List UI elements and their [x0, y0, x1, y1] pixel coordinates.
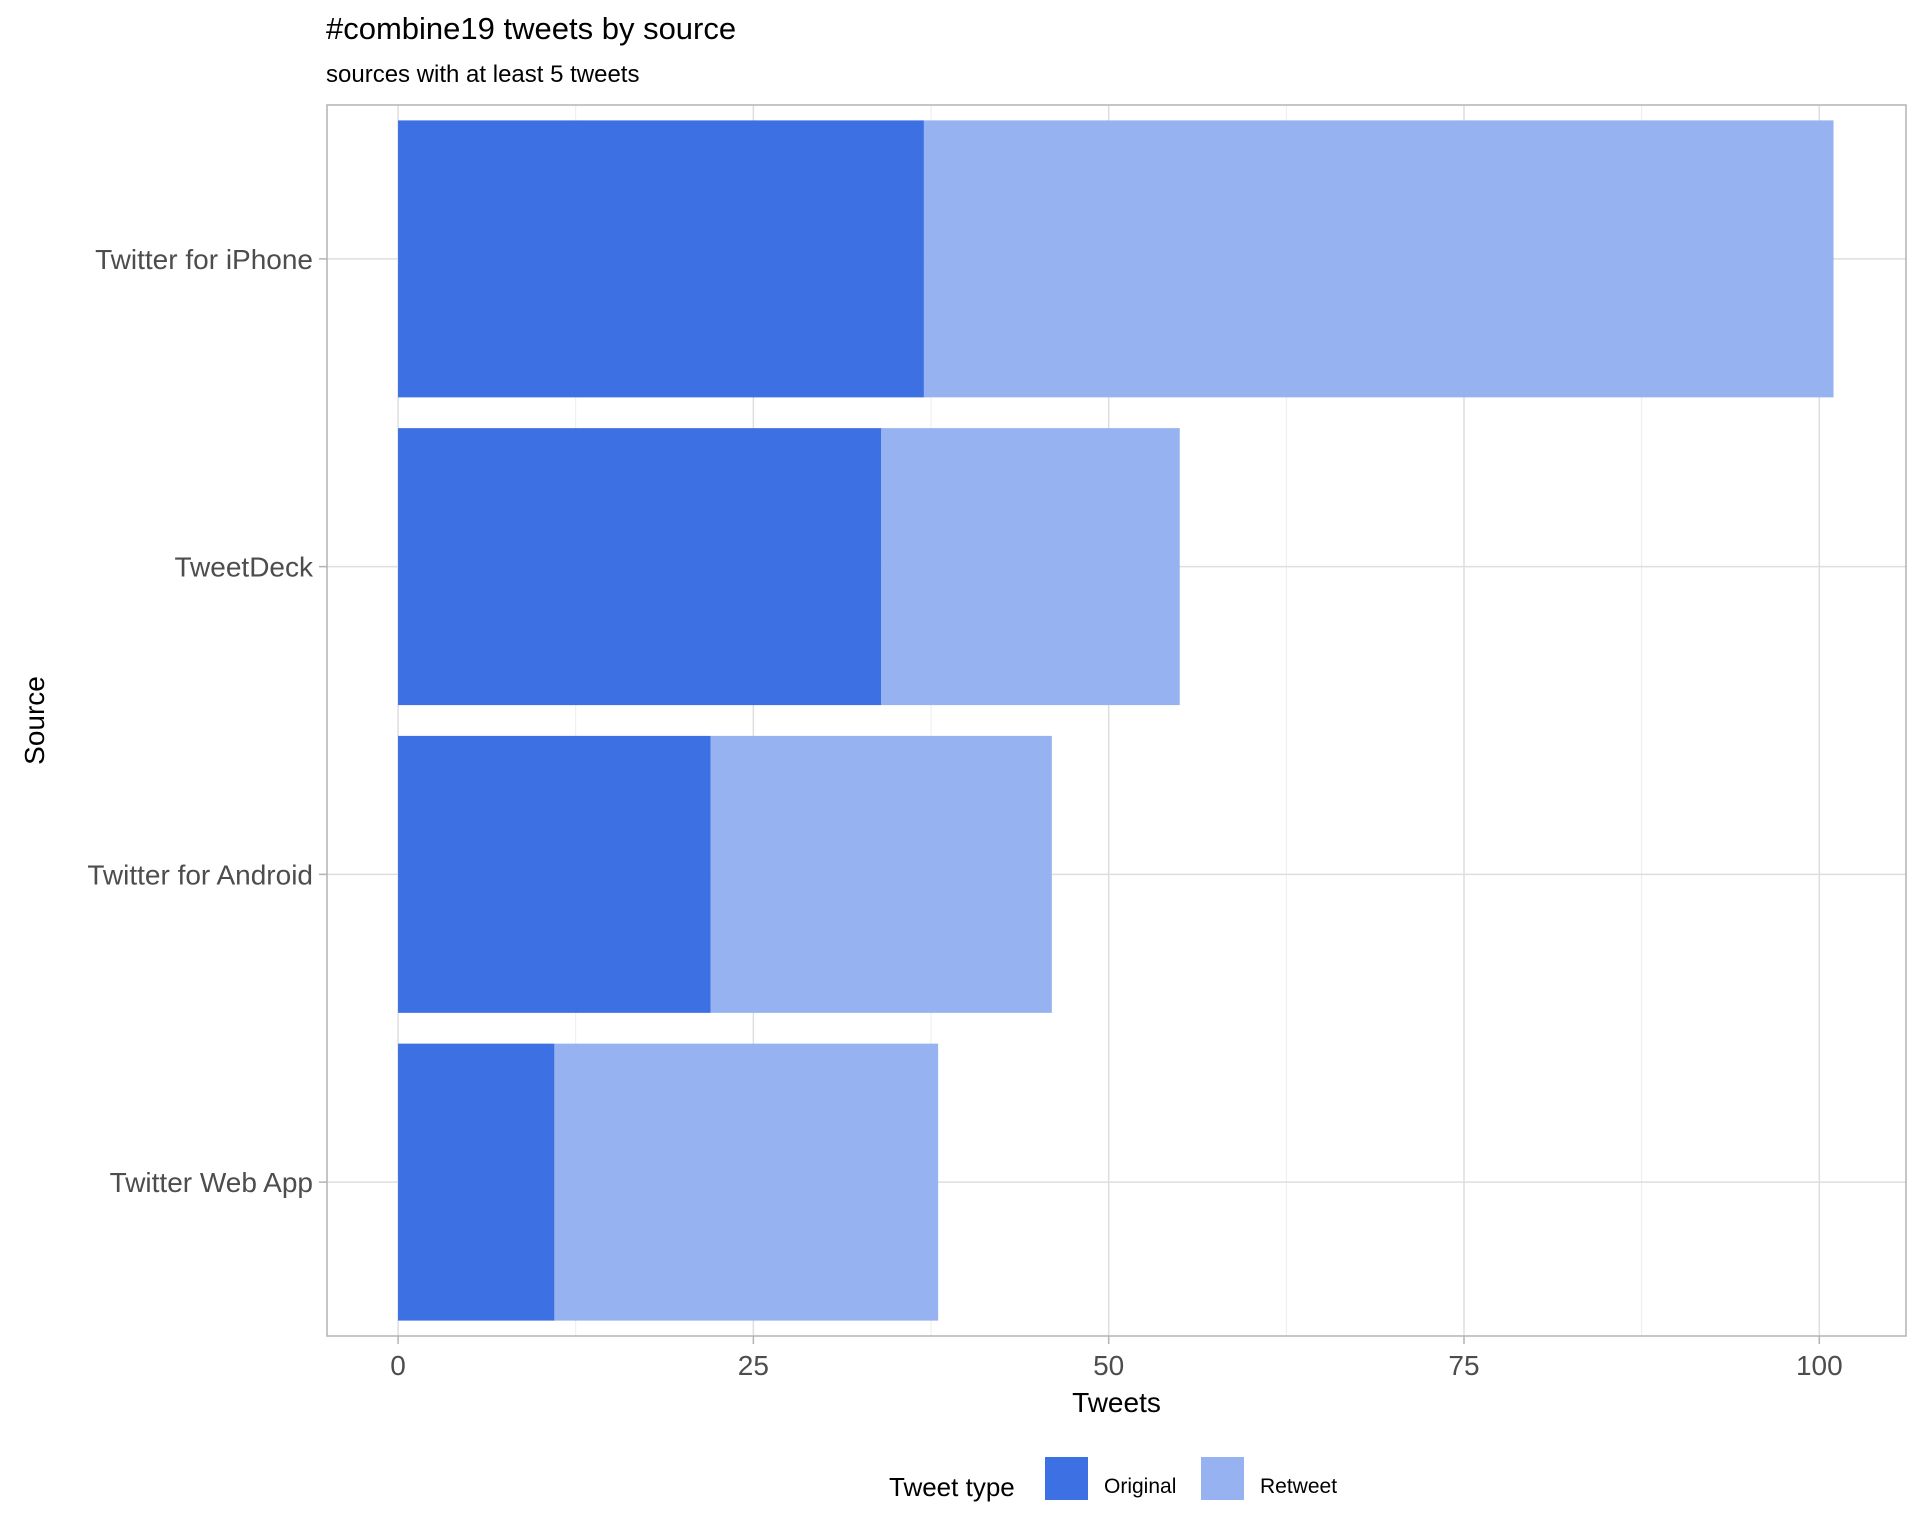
x-tick-label: 25: [738, 1350, 769, 1381]
legend-label-original: Original: [1104, 1475, 1176, 1498]
bar-original: [398, 120, 924, 398]
x-tick-label: 0: [390, 1350, 406, 1381]
bar-original: [398, 1043, 555, 1321]
x-tick-label: 100: [1796, 1350, 1843, 1381]
legend-key-retweet: [1201, 1457, 1244, 1500]
x-axis: 0 25 50 75 100: [390, 1336, 1843, 1381]
bar-retweet: [554, 1043, 939, 1321]
bar-retweet: [923, 120, 1834, 398]
y-tick-label: Twitter Web App: [110, 1167, 313, 1198]
bar-retweet: [710, 735, 1052, 1013]
bar-original: [398, 735, 711, 1013]
y-tick-label: Twitter for iPhone: [95, 244, 313, 275]
panel-border: [326, 104, 1907, 1337]
x-axis-title: Tweets: [1072, 1387, 1161, 1418]
y-axis-title: Source: [19, 676, 50, 765]
bars: [398, 120, 1834, 1321]
chart-subtitle: sources with at least 5 tweets: [326, 61, 639, 88]
legend-label-retweet: Retweet: [1260, 1475, 1337, 1498]
bar-retweet: [881, 428, 1180, 706]
x-tick-label: 50: [1093, 1350, 1124, 1381]
y-tick-label: TweetDeck: [175, 552, 314, 583]
x-tick-label: 75: [1448, 1350, 1479, 1381]
legend-title: Tweet type: [889, 1472, 1015, 1502]
chart-title: #combine19 tweets by source: [326, 11, 736, 46]
bar-original: [398, 428, 882, 706]
y-tick-label: Twitter for Android: [87, 859, 313, 890]
legend-key-original: [1045, 1457, 1088, 1500]
y-axis: Twitter for iPhone TweetDeck Twitter for A…: [87, 244, 327, 1198]
legend: Tweet type Original Retweet: [889, 1457, 1337, 1502]
